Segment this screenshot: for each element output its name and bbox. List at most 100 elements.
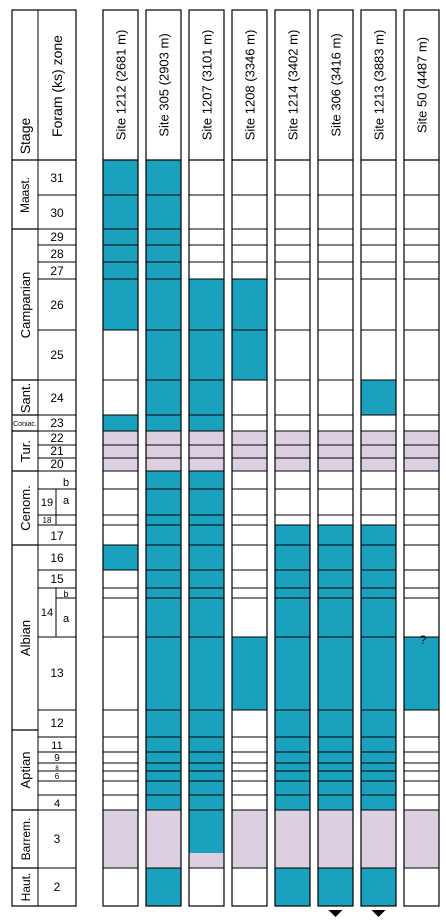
zone-18: 18 [43, 516, 52, 525]
range-fill-lavender [361, 431, 396, 471]
site-column-2: Site 305 (2903 m) [145, 9, 182, 907]
stage-santonian: Sant. [18, 383, 33, 413]
range-fill-lavender [232, 431, 267, 471]
zone-19b: b [63, 477, 69, 489]
range-fill-lavender [361, 810, 396, 868]
range-fill-lavender [103, 431, 138, 471]
site-column-7: Site 1213 (3883 m) [360, 9, 397, 907]
zone-30: 30 [50, 206, 64, 220]
zone-17: 17 [50, 529, 64, 543]
range-fill-lavender [189, 431, 224, 471]
zone-9: 9 [54, 753, 60, 764]
range-fill-blue [232, 637, 267, 710]
site-columns: Site 1212 (2681 m) Site 305 (2903 m) Site … [102, 9, 440, 917]
site-column-1: Site 1212 (2681 m) [102, 9, 139, 907]
stage-coniacian: Coniac. [13, 421, 37, 428]
range-fill-lavender [275, 810, 310, 868]
continues-down-arrow-icon [371, 910, 386, 917]
stage-albian: Albian [18, 620, 33, 656]
site-50-query-mark: ? [420, 633, 427, 647]
site-label: Site 1212 (2681 m) [114, 30, 129, 141]
stage-turonian: Tur. [18, 440, 33, 462]
zone-14a: a [63, 613, 70, 625]
site-frame [145, 9, 182, 907]
zone-header: Foram (ks) zone [49, 35, 65, 137]
range-fill-blue [189, 279, 224, 431]
stage-cenomanian: Cenom. [18, 485, 33, 531]
zone-21: 21 [50, 444, 64, 458]
range-fill-lavender [232, 810, 267, 868]
zone-14b: b [63, 589, 68, 599]
site-label: Site 1208 (3346 m) [243, 30, 258, 141]
range-fill-blue [275, 525, 310, 810]
zone-26: 26 [50, 298, 64, 312]
stage-barremian: Barrem. [19, 818, 33, 861]
zone-24: 24 [50, 391, 64, 405]
site-frame [274, 9, 311, 907]
range-fill-blue [361, 868, 396, 906]
site-label: Site 306 (3416 m) [329, 33, 344, 136]
range-fill-lavender [103, 810, 138, 868]
stage-campanian: Campanian [18, 272, 33, 339]
zone-16: 16 [50, 551, 64, 565]
range-fill-blue [318, 868, 353, 906]
range-fill-blue [103, 415, 138, 431]
zone-13: 13 [50, 666, 64, 680]
range-fill-blue [404, 637, 439, 710]
site-column-5: Site 1214 (3402 m) [274, 9, 311, 907]
site-column-3: Site 1207 (3101 m) [188, 9, 225, 907]
range-fill-blue [146, 868, 181, 906]
zone-23: 23 [50, 416, 64, 430]
range-fill-blue [146, 471, 181, 810]
range-fill-blue [275, 868, 310, 906]
range-fill-blue [146, 160, 181, 431]
range-fill-lavender [404, 810, 439, 868]
range-fill-blue [103, 545, 138, 570]
site-frame [317, 9, 354, 907]
zone-28: 28 [50, 247, 64, 261]
range-fill-lavender [404, 431, 439, 471]
site-label: Site 1207 (3101 m) [200, 30, 215, 141]
stage-aptian: Aptian [18, 752, 33, 789]
range-fill-blue [318, 525, 353, 810]
zone-25: 25 [50, 348, 64, 362]
zone-8: 8 [55, 766, 59, 772]
range-fill-blue [361, 380, 396, 415]
range-fill-lavender [146, 810, 181, 868]
zone-31: 31 [50, 171, 64, 185]
site-frame [102, 9, 139, 907]
site-column-8: Site 50 (4487 m) [403, 9, 440, 907]
site-label: Site 50 (4487 m) [415, 37, 430, 133]
zone-11: 11 [51, 740, 62, 752]
zone-boundaries [38, 194, 76, 869]
range-fill-lavender [318, 431, 353, 471]
zone-20: 20 [50, 457, 64, 471]
zone-3: 3 [54, 832, 61, 846]
zone-22: 22 [50, 431, 64, 445]
site-frame [231, 9, 268, 907]
range-fill-lavender [189, 853, 224, 868]
stage-hauterivian: Haut. [19, 873, 33, 902]
range-fill-lavender [318, 810, 353, 868]
zone-29: 29 [50, 230, 64, 244]
site-column-6: Site 306 (3416 m) [317, 9, 354, 907]
stage-maastrichtian: Maast. [18, 177, 32, 213]
site-label: Site 1213 (3883 m) [372, 30, 387, 141]
site-frame [360, 9, 397, 907]
zone-14: 14 [41, 607, 53, 619]
continues-down-arrow-icon [328, 910, 343, 917]
site-label: Site 305 (2903 m) [157, 33, 172, 136]
stage-header: Stage [17, 117, 33, 154]
range-fill-lavender [146, 431, 181, 471]
stage-boundaries [12, 228, 38, 869]
range-fill-lavender [275, 431, 310, 471]
zone-2: 2 [54, 880, 61, 894]
zone-19a: a [63, 495, 70, 507]
zone-15: 15 [50, 572, 64, 586]
site-frame [188, 9, 225, 907]
site-frame [403, 9, 440, 907]
zone-4: 4 [54, 798, 60, 810]
site-label: Site 1214 (3402 m) [286, 30, 301, 141]
range-fill-blue [361, 525, 396, 810]
